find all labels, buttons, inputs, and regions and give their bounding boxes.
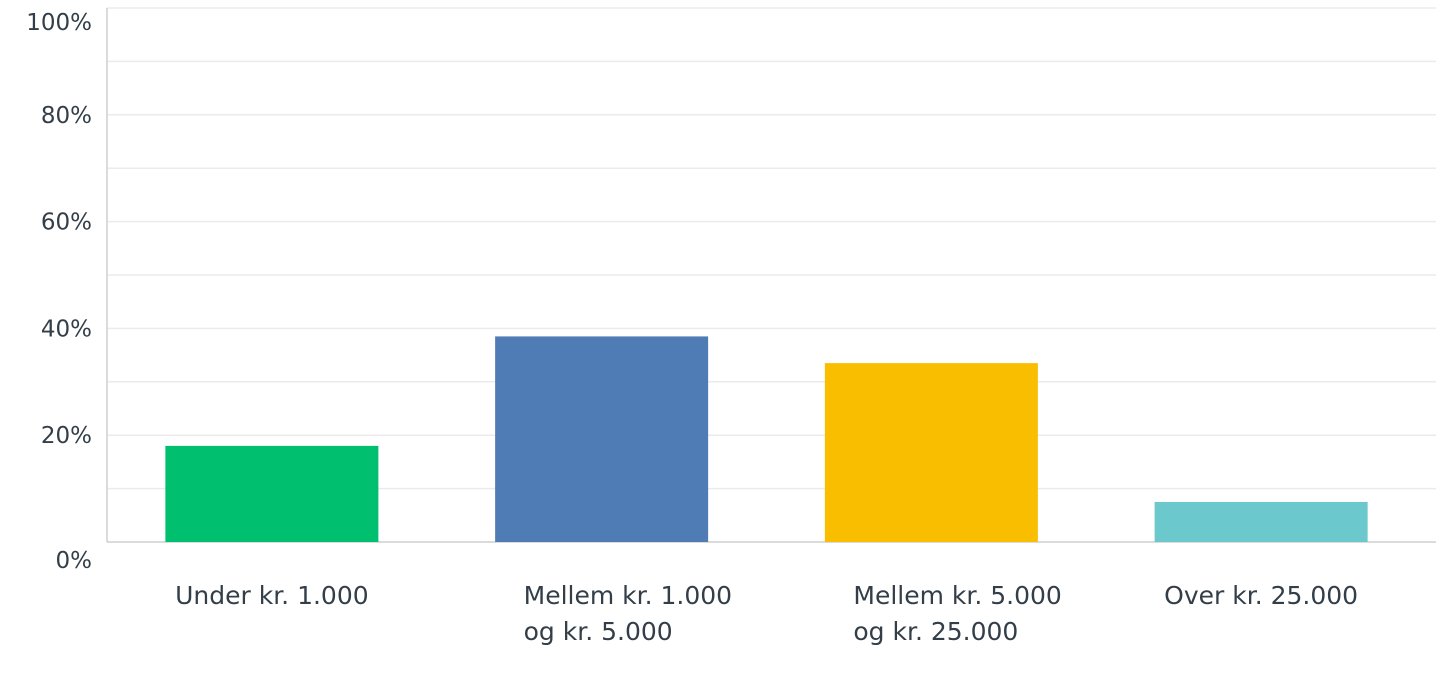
x-tick-label: Mellem kr. 1.000 og kr. 5.000 (524, 581, 732, 646)
bar[interactable] (824, 363, 1038, 542)
y-tick-label: 40% (41, 316, 92, 342)
bar[interactable] (495, 336, 709, 542)
y-tick-label: 80% (41, 103, 92, 129)
x-axis-labels: Under kr. 1.000 Mellem kr. 1.000 og kr. 5.… (175, 581, 1358, 646)
y-tick-label: 60% (41, 210, 92, 236)
x-tick-label: Under kr. 1.000 (175, 581, 369, 610)
x-tick-label: Over kr. 25.000 (1164, 581, 1358, 610)
bar[interactable] (1154, 501, 1368, 542)
x-tick-label: Mellem kr. 5.000 og kr. 25.000 (853, 581, 1061, 646)
y-tick-label: 0% (56, 548, 93, 574)
bars (165, 336, 1368, 542)
bar[interactable] (165, 445, 379, 542)
y-axis-ticks: 0% 20% 40% 60% 80% 100% (26, 10, 92, 574)
y-tick-label: 100% (26, 10, 92, 36)
y-tick-label: 20% (41, 423, 92, 449)
grid-lines (107, 7, 1436, 490)
